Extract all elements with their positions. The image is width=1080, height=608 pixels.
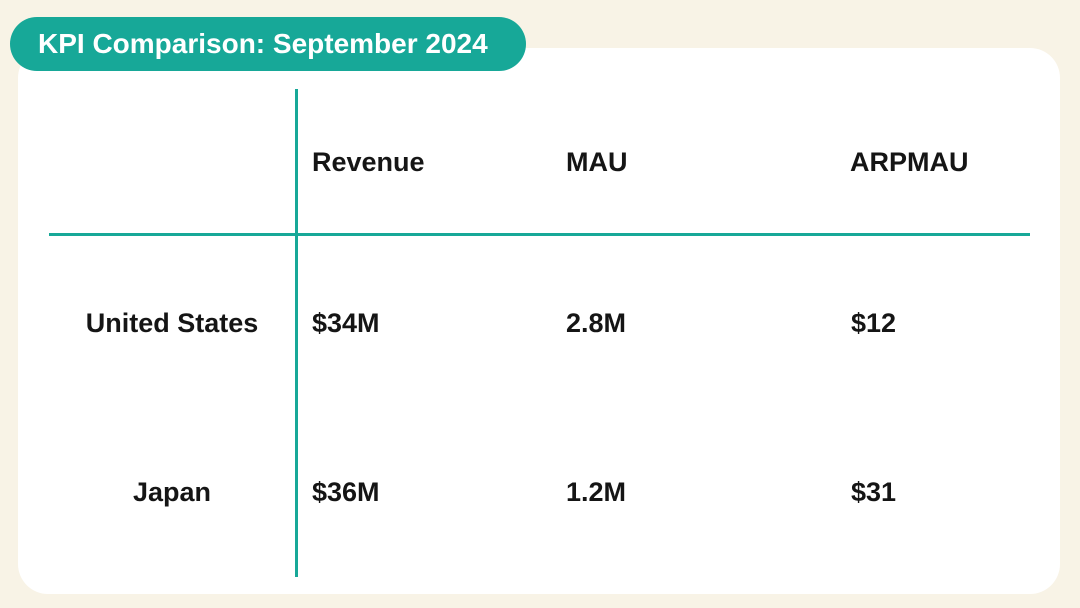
column-header-mau: MAU xyxy=(566,147,628,177)
united-states-mau-cell: 2.8M xyxy=(566,308,627,338)
table-vertical-divider xyxy=(295,89,298,577)
column-header-arpmau: ARPMAU xyxy=(850,147,969,177)
united-states-arpmau-cell: $12 xyxy=(851,308,897,338)
table-horizontal-divider xyxy=(49,233,1030,236)
united-states-revenue-cell: $34M xyxy=(312,308,380,338)
column-header-revenue: Revenue xyxy=(312,147,425,177)
row-label-united-states: United States xyxy=(85,308,259,338)
japan-revenue-cell: $36M xyxy=(312,477,380,507)
japan-arpmau-cell: $31 xyxy=(851,477,897,507)
kpi-card xyxy=(18,48,1060,594)
japan-mau-cell: 1.2M xyxy=(566,477,627,507)
chart-title: KPI Comparison: September 2024 xyxy=(10,17,526,71)
row-label-japan: Japan xyxy=(132,477,212,507)
